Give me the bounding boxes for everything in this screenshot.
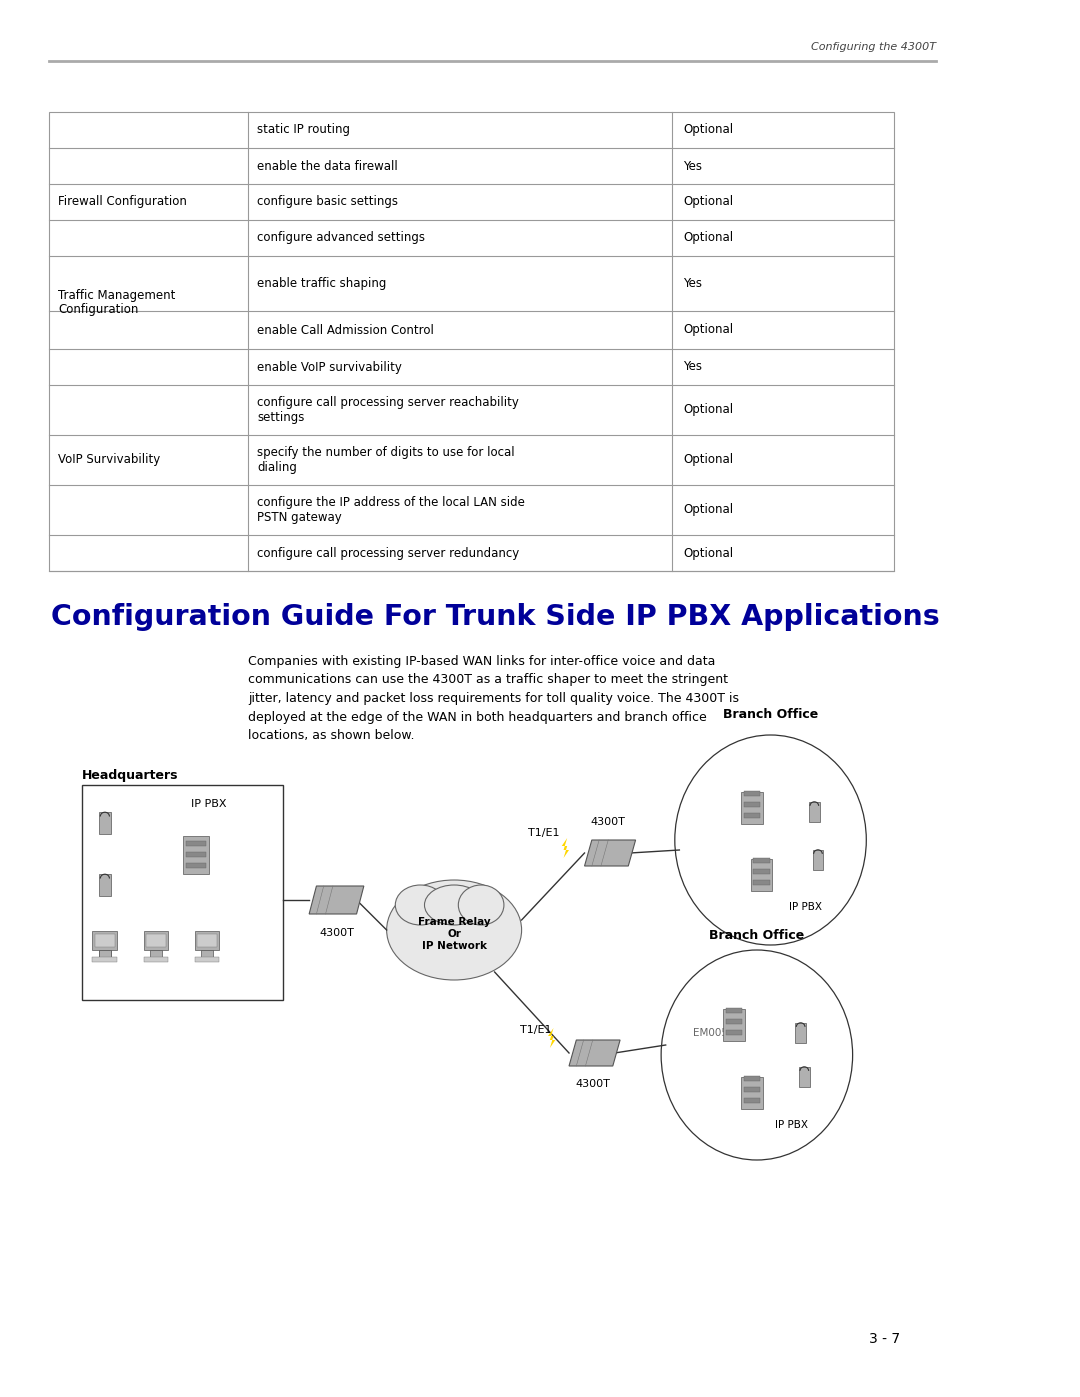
Text: Frame Relay: Frame Relay [418,916,490,928]
Bar [194,957,219,963]
Text: Or: Or [447,929,461,939]
Bar [726,1020,742,1024]
Bar [744,813,760,819]
Polygon shape [569,1039,620,1066]
Text: Optional: Optional [683,324,733,337]
Bar [809,802,820,823]
Circle shape [661,950,852,1160]
Bar [812,849,823,870]
Text: Optional: Optional [683,546,733,560]
Bar [742,792,764,824]
Text: 4300T: 4300T [319,928,354,937]
Polygon shape [584,840,636,866]
Text: configure call processing server reachability
settings: configure call processing server reachab… [257,395,519,425]
Bar [50,112,893,571]
Bar [99,875,110,895]
Ellipse shape [395,886,445,925]
Text: Configuring the 4300T: Configuring the 4300T [811,42,935,52]
Text: configure basic settings: configure basic settings [257,196,399,208]
Bar [751,859,772,891]
Text: IP Network: IP Network [421,942,487,951]
Text: configure the IP address of the local LAN side
PSTN gateway: configure the IP address of the local LA… [257,496,525,524]
Bar [82,785,283,1000]
Bar [754,880,770,886]
Text: enable the data firewall: enable the data firewall [257,159,397,172]
Bar [799,1067,810,1087]
Text: Firewall Configuration: Firewall Configuration [58,196,187,208]
Circle shape [675,735,866,944]
Ellipse shape [424,886,484,925]
Bar [724,1009,745,1041]
Bar [93,957,118,963]
Bar [99,936,110,958]
Text: 4300T: 4300T [591,817,625,827]
Polygon shape [562,838,569,858]
Text: Optional: Optional [683,503,733,517]
Text: Optional: Optional [683,404,733,416]
Text: IP PBX: IP PBX [191,799,227,809]
Bar [184,835,208,875]
Text: Traffic Management
Configuration: Traffic Management Configuration [58,289,176,317]
Bar [744,1076,760,1081]
Text: Branch Office: Branch Office [710,929,805,942]
Bar [744,802,760,807]
Ellipse shape [458,886,504,925]
Text: IP PBX: IP PBX [788,902,822,912]
Text: static IP routing: static IP routing [257,123,350,137]
Text: specify the number of digits to use for local
dialing: specify the number of digits to use for … [257,446,515,474]
Text: Optional: Optional [683,232,733,244]
Bar [201,950,213,957]
Bar [95,935,114,947]
Text: Companies with existing IP-based WAN links for inter-office voice and data
commu: Companies with existing IP-based WAN lin… [248,655,739,742]
Text: VoIP Survivability: VoIP Survivability [58,454,161,467]
Text: Yes: Yes [683,159,702,172]
Text: T1/E1: T1/E1 [528,828,559,838]
Text: IP PBX: IP PBX [775,1120,808,1130]
Bar [93,932,118,950]
Polygon shape [548,1028,555,1048]
Text: Optional: Optional [683,196,733,208]
Bar [754,858,770,863]
Text: Optional: Optional [683,123,733,137]
Bar [744,791,760,796]
Bar [186,852,206,856]
Ellipse shape [387,880,522,981]
Bar [144,957,168,963]
Bar [726,1009,742,1013]
Text: T1/E1: T1/E1 [521,1025,552,1035]
Text: Optional: Optional [683,454,733,467]
Bar [795,1023,806,1044]
Bar [198,935,217,947]
Bar [99,812,110,834]
Text: configure call processing server redundancy: configure call processing server redunda… [257,546,519,560]
Polygon shape [309,886,364,914]
Text: Yes: Yes [683,277,702,291]
Text: Branch Office: Branch Office [723,708,819,721]
Bar [186,841,206,847]
Bar [742,1077,764,1109]
Bar [186,863,206,868]
Text: configure advanced settings: configure advanced settings [257,232,426,244]
Bar [194,932,219,950]
Text: 3 - 7: 3 - 7 [869,1331,900,1345]
Bar [726,1030,742,1035]
Text: enable Call Admission Control: enable Call Admission Control [257,324,434,337]
Text: 4300T: 4300T [576,1078,610,1090]
Bar [146,935,165,947]
Bar [144,932,168,950]
Text: enable VoIP survivability: enable VoIP survivability [257,360,402,373]
Text: Yes: Yes [683,360,702,373]
Text: EM005: EM005 [693,1028,728,1038]
Bar [744,1098,760,1104]
Bar [98,950,111,957]
Text: enable traffic shaping: enable traffic shaping [257,277,387,291]
Bar [150,950,162,957]
Bar [754,869,770,875]
Bar [744,1087,760,1092]
Text: Headquarters: Headquarters [82,768,178,782]
Text: Configuration Guide For Trunk Side IP PBX Applications: Configuration Guide For Trunk Side IP PB… [51,604,940,631]
